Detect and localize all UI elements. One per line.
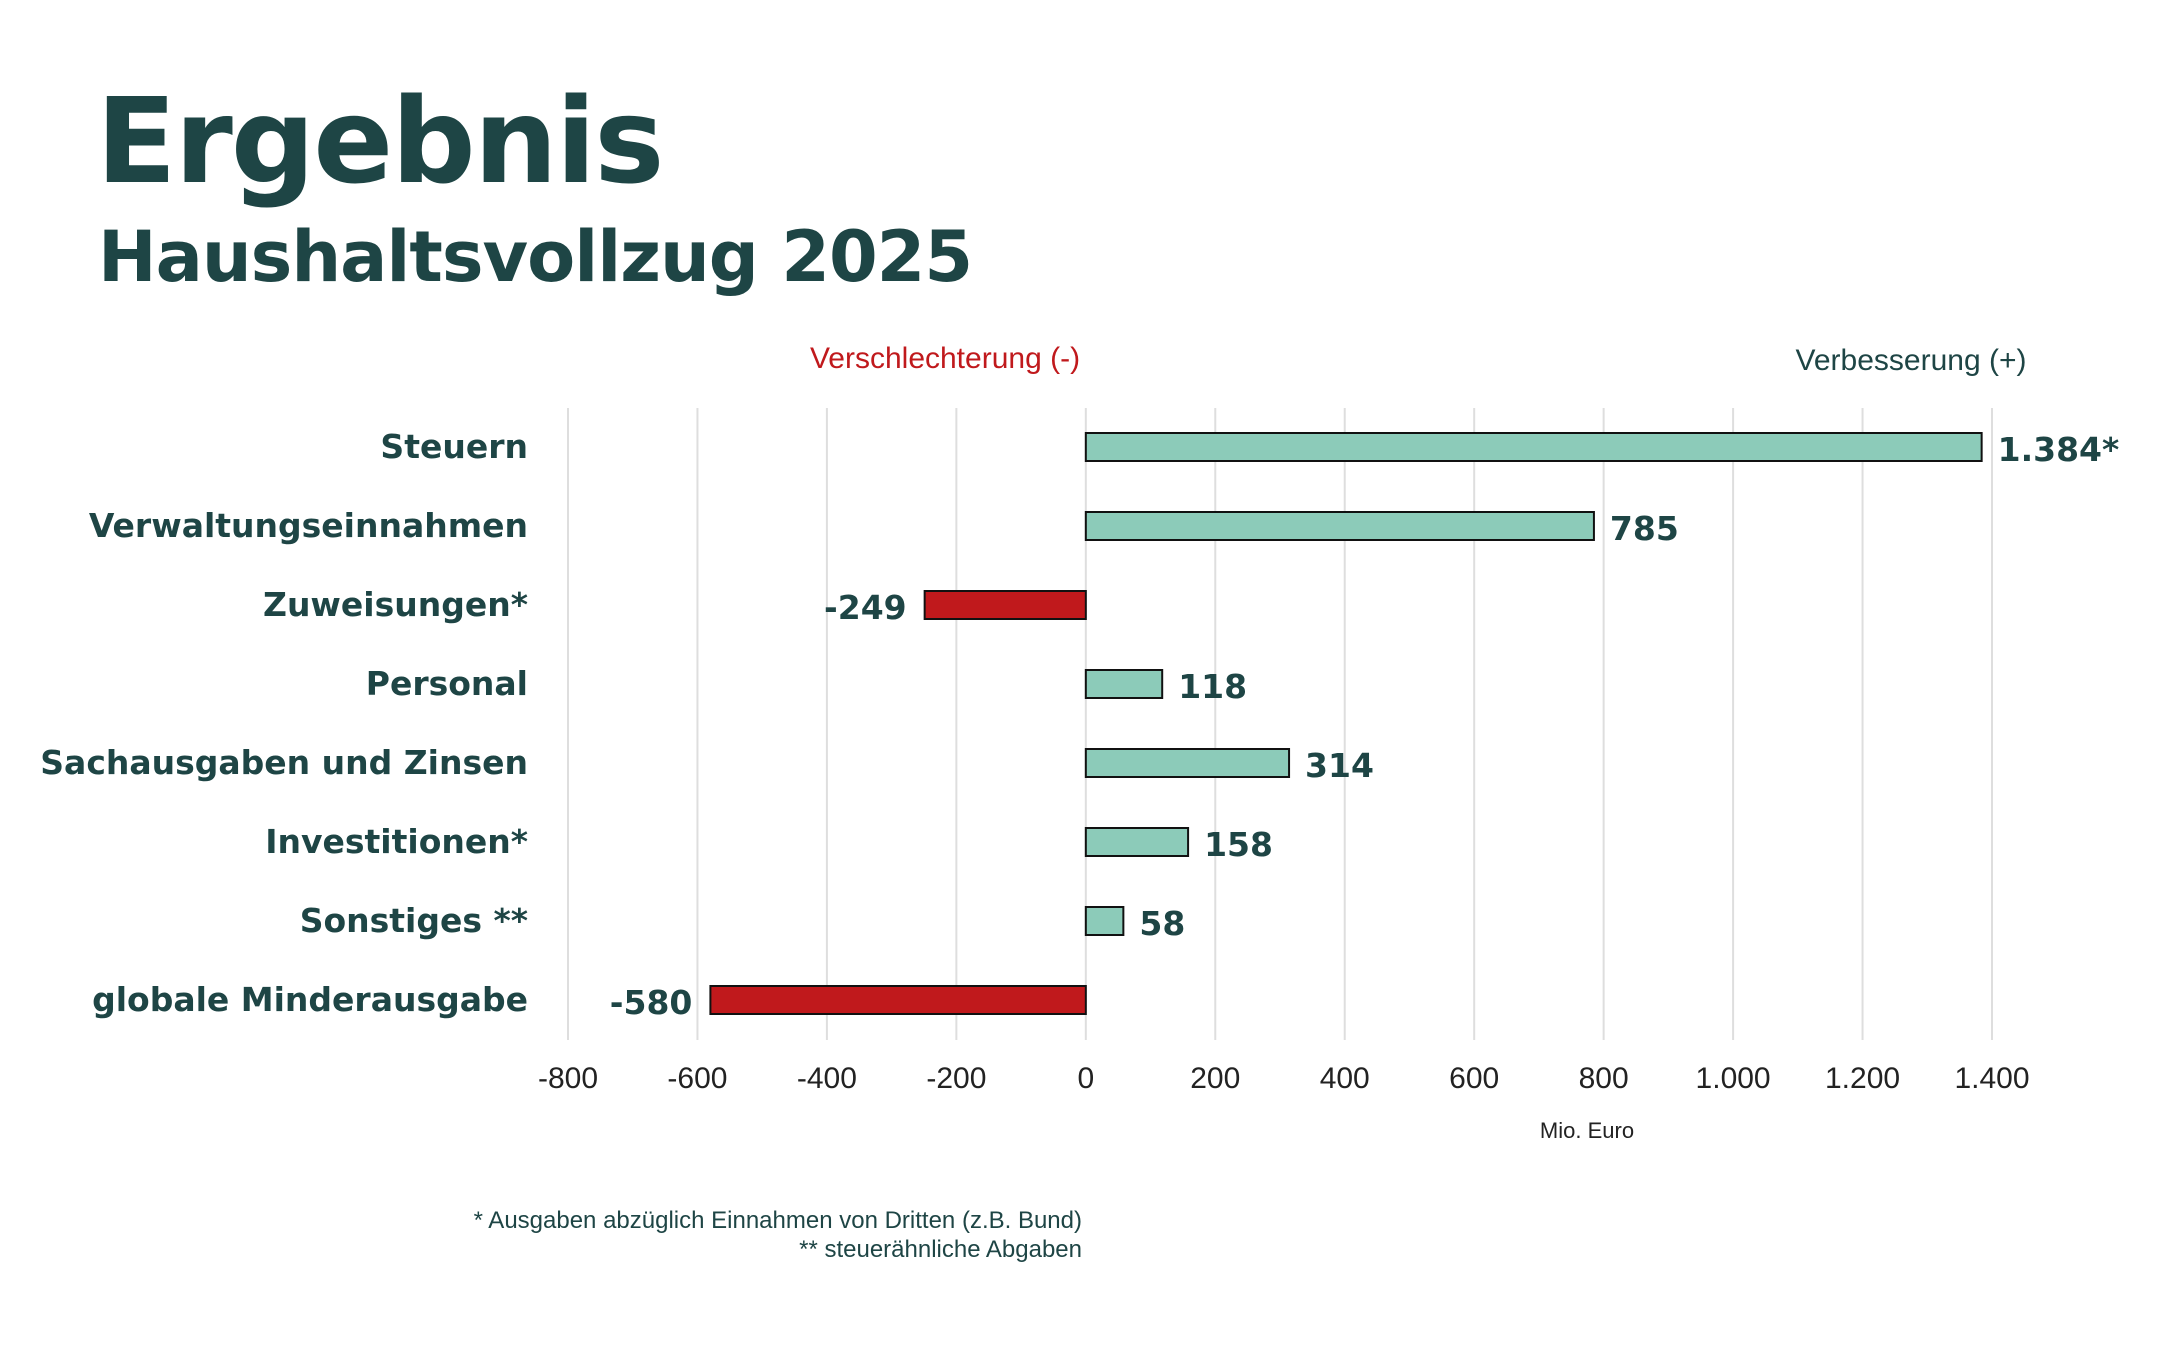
data-label: 314 <box>1305 746 1374 785</box>
category-label: Zuweisungen* <box>263 585 528 624</box>
data-label: 58 <box>1139 904 1185 943</box>
category-label: Investitionen* <box>265 822 528 861</box>
footnotes: * Ausgaben abzüglich Einnahmen von Dritt… <box>474 1206 1082 1264</box>
chart-subtitle: Haushaltsvollzug 2025 <box>98 216 973 298</box>
x-tick-label: 1.200 <box>1825 1062 1900 1095</box>
data-label: -249 <box>824 588 907 627</box>
x-tick-label: -200 <box>926 1062 986 1095</box>
x-tick-label: 1.000 <box>1696 1062 1771 1095</box>
footnote-2: ** steuerähnliche Abgaben <box>799 1236 1082 1263</box>
bar <box>709 985 1087 1015</box>
bar <box>1084 906 1125 936</box>
bar <box>923 590 1087 620</box>
header-positive: Verbesserung (+) <box>1796 344 2027 377</box>
bar <box>1084 432 1983 462</box>
category-label: Sachausgaben und Zinsen <box>40 743 528 782</box>
category-label: Personal <box>366 664 528 703</box>
category-label: Sonstiges ** <box>300 901 528 940</box>
data-label: 118 <box>1178 667 1247 706</box>
x-tick-label: -400 <box>797 1062 857 1095</box>
chart-title: Ergebnis <box>96 72 664 210</box>
x-tick-label: 0 <box>1077 1062 1094 1095</box>
category-label: Verwaltungseinnahmen <box>89 506 528 545</box>
x-tick-label: 600 <box>1449 1062 1499 1095</box>
category-label: globale Minderausgabe <box>92 980 528 1019</box>
x-tick-label: 400 <box>1320 1062 1370 1095</box>
bar <box>1084 669 1164 699</box>
bar <box>1084 827 1190 857</box>
x-axis-title: Mio. Euro <box>1540 1118 1634 1143</box>
footnote-1: * Ausgaben abzüglich Einnahmen von Dritt… <box>473 1207 1082 1234</box>
x-tick-label: 200 <box>1190 1062 1240 1095</box>
data-label: 158 <box>1204 825 1273 864</box>
x-tick-label: -600 <box>667 1062 727 1095</box>
category-label: Steuern <box>380 427 528 466</box>
x-tick-label: 800 <box>1579 1062 1629 1095</box>
data-label: 1.384* <box>1998 430 2120 469</box>
bar <box>1084 511 1595 541</box>
data-label: -580 <box>610 983 693 1022</box>
x-tick-label: -800 <box>538 1062 598 1095</box>
data-label: 785 <box>1610 509 1679 548</box>
x-tick-label: 1.400 <box>1954 1062 2029 1095</box>
header-negative: Verschlechterung (-) <box>810 342 1080 375</box>
bar <box>1084 748 1291 778</box>
